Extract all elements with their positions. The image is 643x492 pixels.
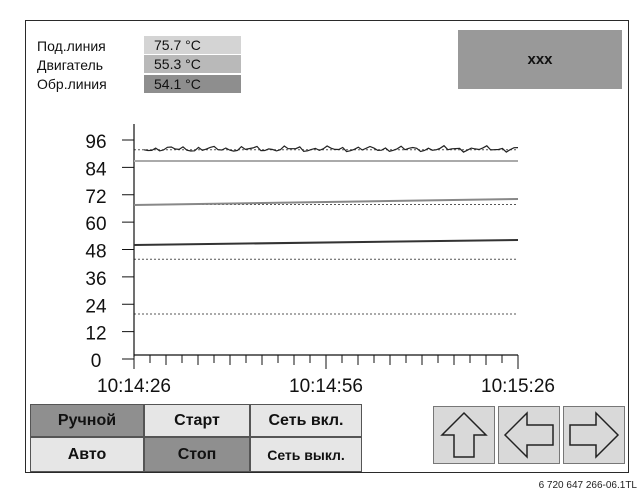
arrow-right-button[interactable]: [563, 406, 625, 464]
y-tick-label-4: 48: [85, 242, 106, 263]
readout-label-flow: Под.линия: [37, 38, 106, 54]
x-tick-label-2: 10:15:26: [481, 376, 555, 397]
arrow-up-icon: [440, 411, 488, 458]
chart-series: [133, 144, 519, 246]
arrow-left-icon: [503, 411, 554, 459]
y-tick-label-5: 36: [85, 269, 106, 290]
y-tick-label-3: 60: [85, 214, 106, 235]
y-tick-label-8: 0: [91, 351, 102, 372]
arrow-up-button[interactable]: [433, 406, 495, 464]
chart-axes: [133, 124, 519, 369]
y-tick-label-6: 24: [85, 296, 107, 317]
net-on-button[interactable]: Сеть вкл.: [250, 404, 362, 437]
readout-value-return: 54.1 °C: [144, 75, 241, 93]
panel-frame: [25, 20, 629, 473]
readout-label-return: Обр.линия: [37, 76, 107, 92]
readout-value-flow: 75.7 °C: [144, 36, 241, 54]
manual-button[interactable]: Ручной: [30, 404, 144, 437]
series-line-flow: [143, 144, 519, 153]
y-tick-label-7: 12: [85, 324, 106, 345]
arrow-right-icon: [569, 411, 620, 459]
x-tick-labels: 10:14:26 10:14:56 10:15:26: [97, 376, 555, 397]
auto-button[interactable]: Авто: [30, 437, 144, 472]
series-line-return: [133, 239, 519, 246]
y-tick-label-0: 96: [85, 132, 106, 153]
readout-label-engine: Двигатель: [37, 57, 104, 73]
y-tick-labels: 96 84 72 60 48 36 24 12 0: [85, 132, 134, 372]
chart-grid: [134, 149, 518, 315]
x-tick-label-1: 10:14:56: [289, 376, 363, 397]
readout-value-engine: 55.3 °C: [144, 55, 241, 73]
net-off-button[interactable]: Сеть выкл.: [250, 437, 362, 472]
status-box: xxx: [458, 30, 622, 89]
arrow-left-button[interactable]: [498, 406, 560, 464]
figure-id: 6 720 647 266-06.1TL: [538, 480, 637, 491]
y-tick-label-1: 84: [85, 159, 107, 180]
series-line-engine: [133, 198, 519, 206]
stop-button[interactable]: Стоп: [144, 437, 250, 472]
start-button[interactable]: Старт: [144, 404, 250, 437]
y-tick-label-2: 72: [85, 187, 106, 208]
x-tick-label-0: 10:14:26: [97, 376, 171, 397]
